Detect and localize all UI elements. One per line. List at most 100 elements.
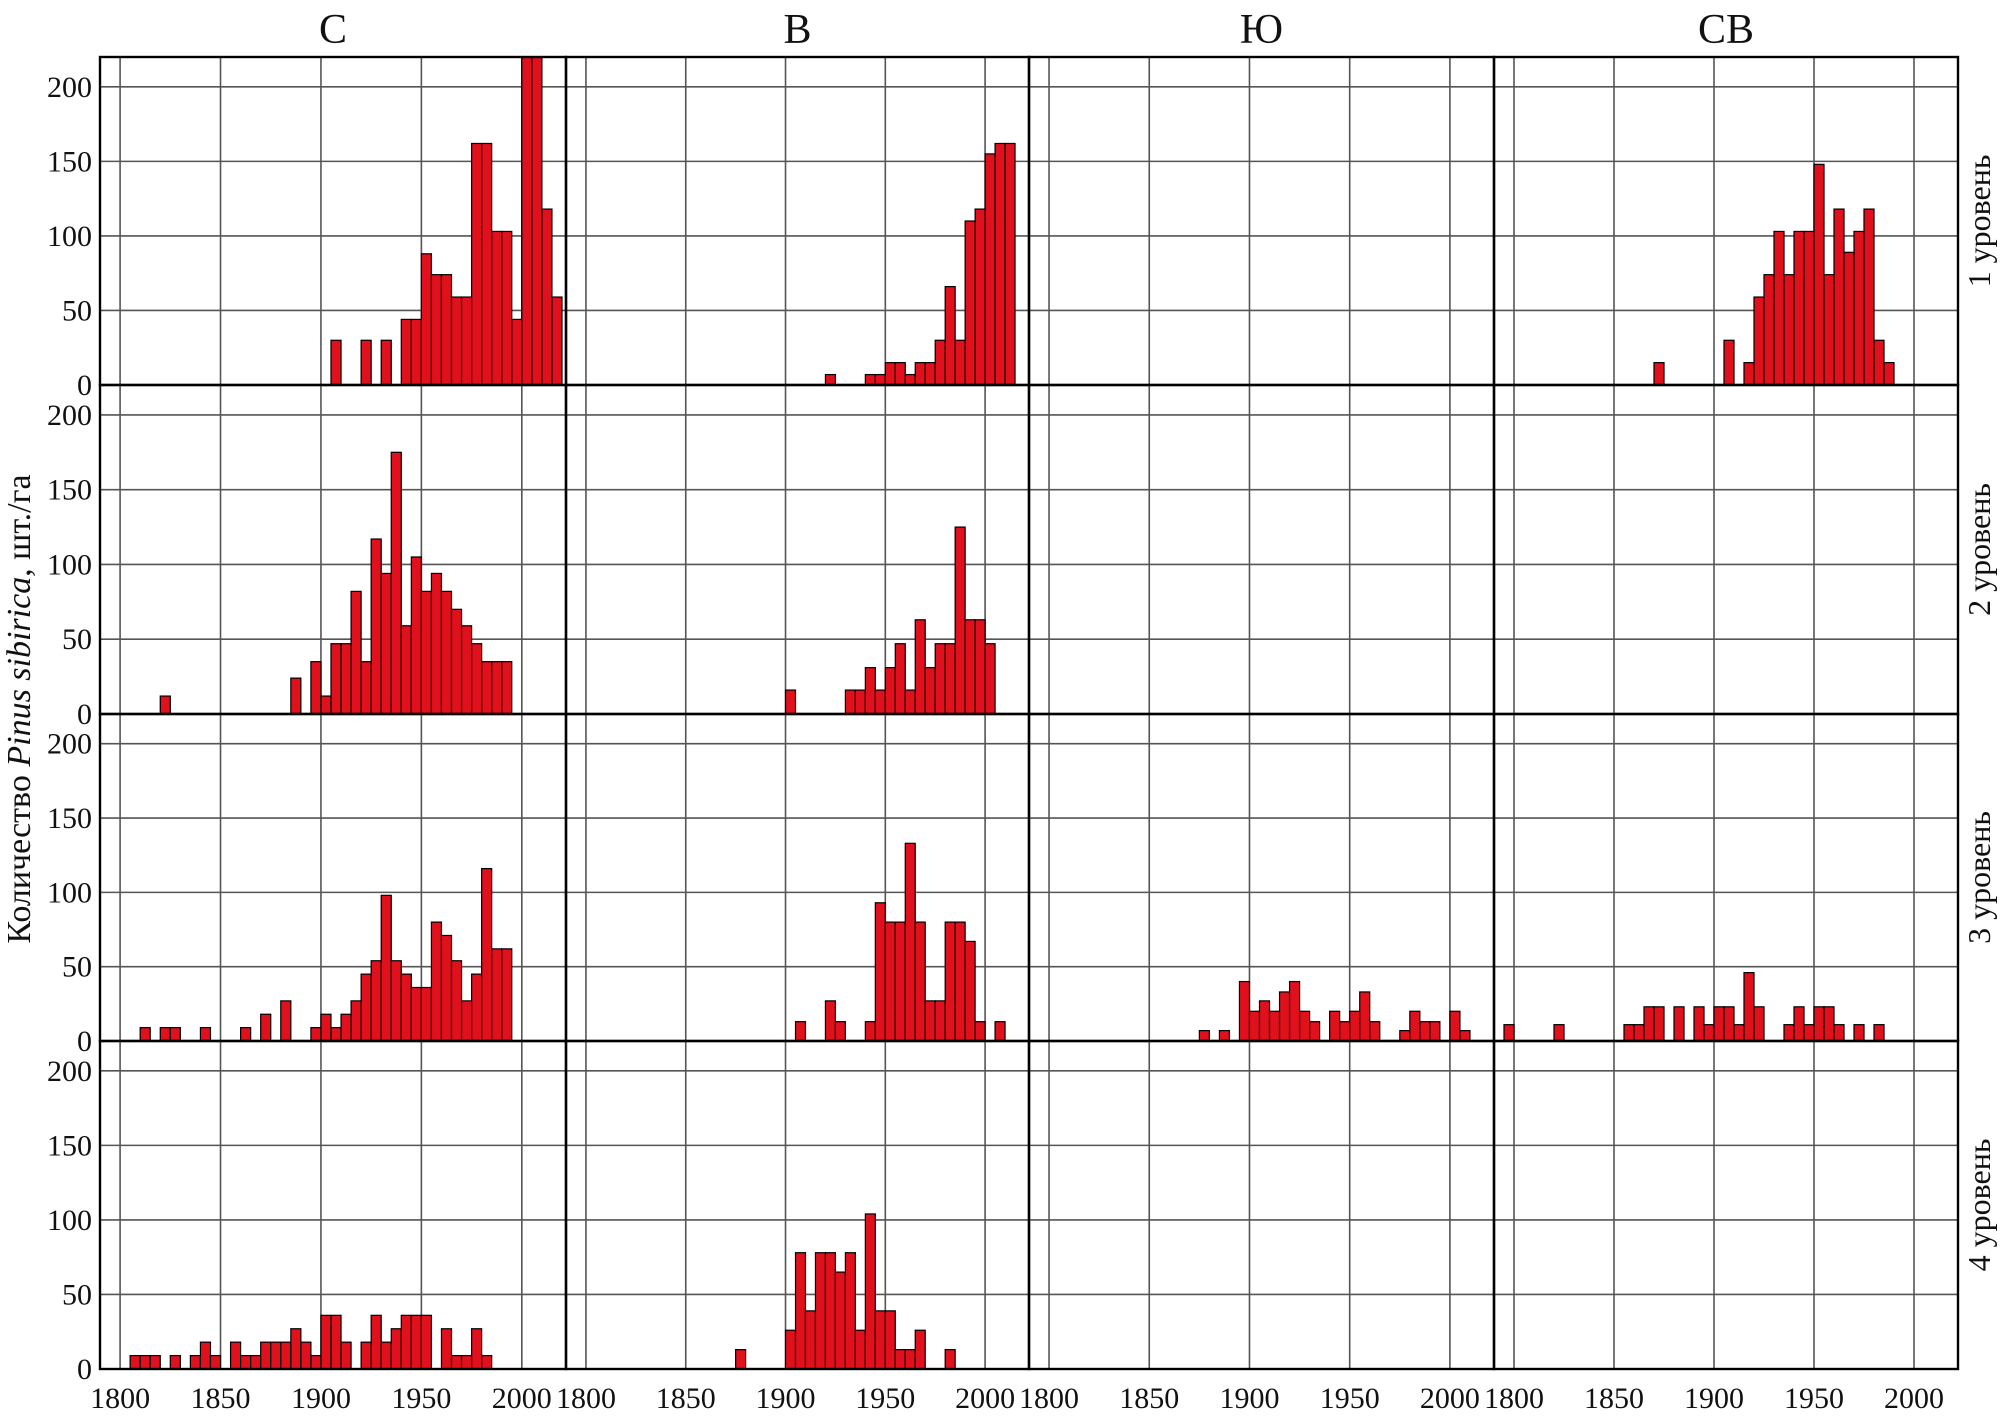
bar-c1-r4-7 [209, 1354, 222, 1370]
bar-c4-r1-14 [1853, 230, 1865, 386]
bar-c2-r1-5 [894, 362, 906, 386]
bar-c4-r1-1 [1653, 362, 1665, 386]
bar-c1-r1-19 [551, 296, 563, 386]
bar-c4-r3-1 [1503, 1024, 1515, 1042]
bar-c2-r4-1 [735, 1349, 747, 1370]
bar-c3-r3-12 [1339, 1021, 1351, 1042]
bar-c2-r2-5 [874, 689, 886, 715]
x-tick-label: 2000 [955, 1382, 1015, 1415]
bar-c1-r1-16 [521, 56, 533, 386]
bar-c1-r3-27 [501, 948, 513, 1042]
y-tick-label: 0 [77, 1025, 92, 1058]
bar-c1-r2-13 [410, 556, 422, 715]
bar-c4-r1-9 [1803, 230, 1815, 386]
bar-c3-r3-18 [1419, 1021, 1431, 1042]
bar-c1-r3-22 [450, 960, 463, 1042]
bar-c4-r3-19 [1823, 1006, 1835, 1042]
bar-c4-r3-5 [1643, 1006, 1655, 1042]
bar-c2-r3-4 [864, 1021, 876, 1042]
x-tick-label: 1800 [1019, 1382, 1079, 1415]
bar-c2-r3-6 [884, 921, 896, 1042]
bar-c1-r1-10 [460, 296, 473, 386]
bar-c2-r3-1 [794, 1021, 807, 1042]
column-title-2: В [783, 7, 811, 53]
bar-c4-r3-22 [1873, 1024, 1885, 1042]
x-tick-label: 1950 [1320, 1382, 1380, 1415]
bar-c1-r3-12 [350, 1000, 362, 1042]
x-tick-label: 1800 [556, 1382, 616, 1415]
bar-c4-r1-12 [1833, 208, 1845, 386]
bar-c2-r3-12 [944, 921, 956, 1042]
x-tick-label: 1850 [1584, 1382, 1644, 1415]
bar-c4-r3-2 [1553, 1024, 1565, 1042]
y-tick-label: 200 [47, 1055, 92, 1088]
bar-c2-r4-2 [784, 1329, 797, 1370]
bar-c4-r1-2 [1723, 339, 1735, 386]
bar-c1-r1-13 [491, 230, 503, 386]
bar-c3-r3-9 [1298, 1010, 1311, 1042]
bar-c1-r3-7 [280, 1000, 292, 1042]
bar-c3-r3-19 [1429, 1021, 1441, 1042]
bar-c1-r2-2 [290, 677, 302, 715]
bar-c1-r3-26 [491, 948, 503, 1042]
bar-c2-r1-10 [944, 286, 956, 386]
bar-c1-r1-12 [481, 142, 493, 386]
bar-c4-r3-15 [1783, 1024, 1795, 1042]
bar-c1-r4-13 [280, 1341, 292, 1370]
bar-c1-r1-4 [400, 318, 412, 386]
bar-c2-r4-13 [894, 1349, 906, 1370]
y-axis-label-part-1: Количество [1, 767, 38, 944]
bar-c1-r4-16 [310, 1354, 322, 1370]
bar-c2-r1-12 [964, 220, 976, 386]
y-tick-label: 50 [62, 1278, 92, 1311]
bar-c1-r1-7 [430, 274, 443, 386]
bar-c1-r3-15 [380, 894, 392, 1042]
bar-c4-r1-13 [1843, 251, 1855, 386]
bar-c2-r1-16 [1004, 142, 1016, 386]
bar-c2-r2-9 [914, 619, 926, 715]
bar-c1-r3-20 [430, 921, 443, 1042]
bar-c1-r1-1 [330, 339, 342, 386]
bar-c1-r2-5 [330, 643, 342, 715]
bar-c4-r3-11 [1723, 1006, 1735, 1042]
bar-c2-r2-7 [894, 643, 906, 715]
bar-c1-r1-15 [511, 318, 523, 386]
bar-c1-r4-11 [260, 1341, 272, 1370]
bar-c1-r3-11 [340, 1013, 352, 1042]
bar-c1-r4-5 [189, 1354, 202, 1370]
bar-c2-r4-16 [944, 1349, 956, 1370]
bar-c2-r2-15 [974, 619, 986, 715]
bar-c2-r2-10 [924, 667, 936, 715]
bar-c3-r3-20 [1449, 1010, 1461, 1042]
bar-c3-r3-7 [1278, 991, 1291, 1042]
y-tick-label: 200 [47, 728, 92, 761]
bar-c4-r1-7 [1783, 274, 1795, 386]
bar-c3-r3-3 [1238, 980, 1251, 1042]
bar-c4-r1-11 [1823, 274, 1835, 386]
bar-c2-r3-9 [914, 921, 926, 1042]
bar-c1-r3-4 [199, 1027, 212, 1042]
bar-c1-r4-29 [460, 1354, 473, 1370]
bar-c1-r3-2 [159, 1027, 171, 1042]
bar-c1-r2-7 [350, 590, 362, 715]
bar-c1-r2-4 [320, 695, 332, 715]
bar-c1-r4-20 [360, 1341, 372, 1370]
column-title-1: С [319, 7, 347, 53]
row-label-2: 2 уровень [1961, 483, 1997, 616]
bar-c1-r1-18 [541, 208, 553, 386]
bar-c3-r3-6 [1268, 1010, 1281, 1042]
bar-c3-r3-10 [1309, 1021, 1321, 1042]
bar-c1-r4-23 [390, 1328, 402, 1370]
bar-c2-r2-16 [984, 643, 996, 715]
bar-c3-r3-21 [1459, 1029, 1471, 1042]
bar-c1-r4-24 [400, 1314, 412, 1370]
panel-frame-c3-r2 [1027, 383, 1496, 716]
x-tick-label: 1900 [1684, 1382, 1744, 1415]
y-axis-label: Количество Pinus sibirica, шт./га [1, 474, 38, 943]
bar-c2-r3-2 [824, 1000, 837, 1042]
bar-c2-r4-14 [904, 1349, 916, 1370]
bar-c2-r4-10 [864, 1213, 876, 1370]
x-tick-label: 1950 [391, 1382, 451, 1415]
y-tick-label: 100 [47, 1204, 92, 1237]
bar-c1-r4-18 [330, 1314, 342, 1370]
